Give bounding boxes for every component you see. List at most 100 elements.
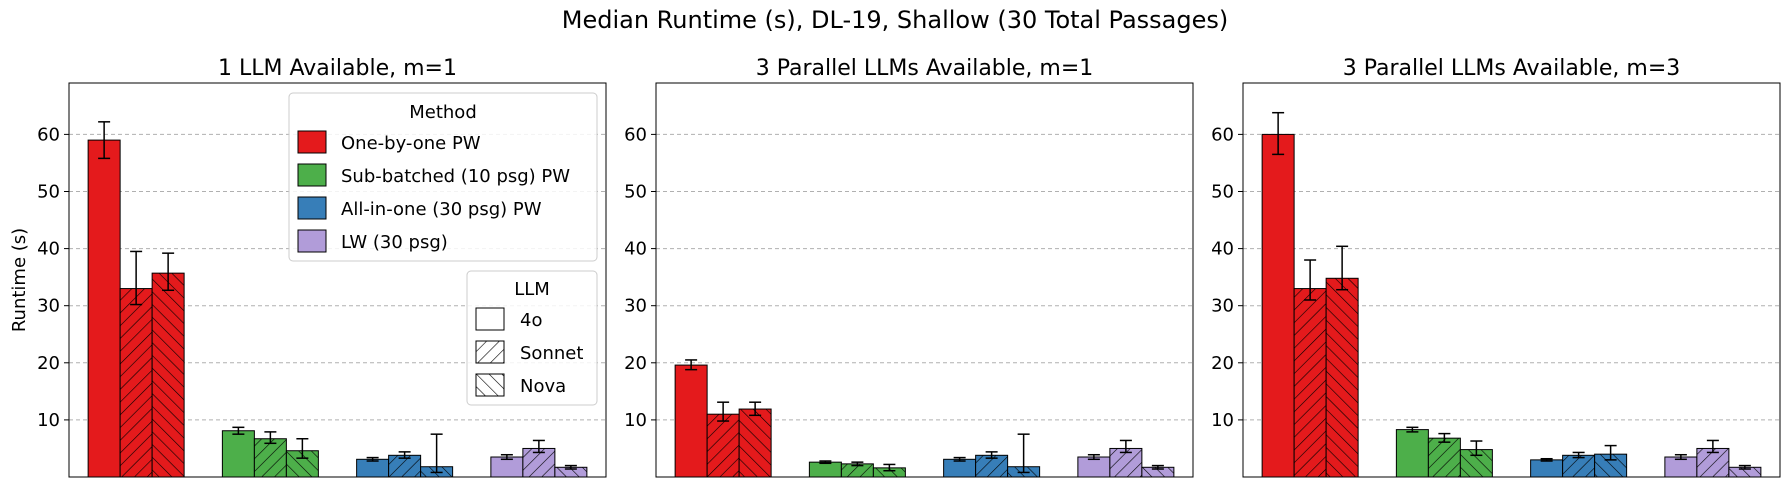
- error-bar: [564, 464, 577, 470]
- bar-all-in-one-30-psg-pw-sonnet: [975, 454, 1009, 478]
- legend-swatch-hatch: [476, 374, 504, 396]
- error-bar: [264, 431, 277, 445]
- bar-sub-batched-10-psg-pw-sonnet: [1427, 437, 1461, 478]
- legend-method: Method One-by-one PW Sub-batched (10 psg) …: [288, 92, 598, 262]
- bar-sub-batched-10-psg-pw-4o: [221, 430, 255, 478]
- legend-box: [466, 270, 598, 406]
- error-bar: [953, 456, 966, 462]
- bar-hatch: [1562, 455, 1595, 477]
- bar-hatch: [1141, 467, 1174, 477]
- error-bar: [717, 401, 730, 422]
- error-bar: [500, 453, 513, 461]
- bar-fill: [1530, 459, 1563, 477]
- y-tick-label: 50: [37, 181, 60, 202]
- legend-title: LLM: [514, 279, 550, 300]
- legend-swatch: [475, 373, 505, 397]
- y-tick-label: 20: [1211, 353, 1234, 374]
- bar-one-by-one-pw-sonnet: [119, 288, 153, 478]
- legend-label: Sub-batched (10 psg) PW: [341, 166, 570, 187]
- bar-one-by-one-pw-sonnet: [706, 413, 740, 478]
- y-tick-label: 30: [1211, 296, 1234, 317]
- legend-swatch: [475, 307, 505, 331]
- bar-hatch: [522, 448, 555, 477]
- legend-swatch: [297, 196, 327, 220]
- legend-swatch: [297, 229, 327, 253]
- bar-fill: [222, 430, 255, 477]
- bar-hatch: [1728, 467, 1761, 477]
- bar-fill: [809, 462, 842, 477]
- bar-hatch: [554, 467, 587, 477]
- bar-hatch: [975, 455, 1008, 477]
- y-tick-label: 40: [624, 239, 647, 260]
- legend-label: One-by-one PW: [341, 133, 481, 154]
- bar-all-in-one-30-psg-pw-4o: [943, 458, 977, 478]
- bar-one-by-one-pw-4o: [87, 139, 121, 478]
- bar-hatch: [120, 288, 153, 477]
- y-tick-label: 10: [624, 410, 647, 431]
- legend-swatch-bg: [476, 308, 504, 330]
- bar-hatch: [152, 273, 185, 477]
- error-bar: [1087, 453, 1100, 461]
- legend-swatch: [297, 130, 327, 154]
- error-bar: [232, 426, 245, 435]
- error-bar: [398, 451, 411, 459]
- panel-title: 3 Parallel LLMs Available, m=1: [756, 56, 1094, 81]
- y-tick-label: 60: [1211, 124, 1234, 145]
- legend-label: Nova: [520, 376, 566, 397]
- plot-frame: [68, 82, 607, 478]
- legend-title: Method: [409, 102, 477, 123]
- legend-swatch: [297, 163, 327, 187]
- bar-lw-30-psg--sonnet: [522, 447, 556, 478]
- bar-fill: [88, 140, 121, 478]
- y-tick-label: 50: [624, 181, 647, 202]
- error-bar: [1674, 453, 1687, 461]
- chart-panel-1: 10 20 30 40 50 60 1 LLM Available, m=1 Runtime …: [9, 56, 607, 478]
- bar-one-by-one-pw-sonnet: [1293, 288, 1327, 478]
- error-bar: [162, 252, 175, 292]
- error-bar: [1336, 245, 1349, 291]
- bar-hatch: [1594, 454, 1627, 477]
- y-tick-label: 60: [624, 124, 647, 145]
- bar-hatch: [1294, 288, 1327, 477]
- bar-hatch: [739, 409, 772, 477]
- bar-fill: [1664, 457, 1697, 477]
- y-tick-label: 40: [1211, 239, 1234, 260]
- plot-frame: [655, 82, 1194, 478]
- error-bar: [98, 121, 111, 160]
- error-bar: [296, 437, 309, 459]
- error-bar: [985, 451, 998, 459]
- error-bar: [1017, 433, 1030, 474]
- error-bar: [685, 359, 698, 371]
- chart-panel-2: 10 20 30 40 50 60 3 Parallel LLMs Available, m…: [624, 56, 1194, 478]
- legend-label: 4o: [520, 310, 542, 331]
- chart-panel-3: 10 20 30 40 50 60 3 Parallel LLMs Available, m…: [1211, 56, 1781, 478]
- y-tick-label: 60: [37, 124, 60, 145]
- y-tick-label: 10: [37, 410, 60, 431]
- bar-fill: [675, 365, 708, 477]
- bar-hatch: [1428, 438, 1461, 477]
- bar-sub-batched-10-psg-pw-sonnet: [253, 438, 287, 478]
- bar-one-by-one-pw-4o: [674, 364, 708, 478]
- error-bar: [366, 456, 379, 462]
- bar-one-by-one-pw-nova: [151, 272, 185, 478]
- plot-frame: [1242, 82, 1781, 478]
- legend-label: Sonnet: [520, 343, 583, 364]
- error-bar: [1272, 111, 1285, 156]
- error-bar: [1470, 440, 1483, 457]
- bar-hatch: [841, 463, 874, 477]
- bar-all-in-one-30-psg-pw-4o: [1530, 459, 1564, 478]
- error-bar: [1540, 457, 1553, 462]
- bar-hatch: [254, 438, 287, 477]
- y-tick-label: 30: [37, 296, 60, 317]
- error-bar: [1119, 439, 1132, 454]
- bar-one-by-one-pw-nova: [1325, 277, 1359, 478]
- bar-hatch: [1696, 448, 1729, 477]
- bar-hatch: [1326, 278, 1359, 477]
- error-bar: [1438, 432, 1451, 443]
- panel-title: 1 LLM Available, m=1: [218, 56, 457, 81]
- y-tick-label: 40: [37, 239, 60, 260]
- y-tick-label: 10: [1211, 410, 1234, 431]
- legend-box: [288, 92, 598, 262]
- y-tick-label: 20: [37, 353, 60, 374]
